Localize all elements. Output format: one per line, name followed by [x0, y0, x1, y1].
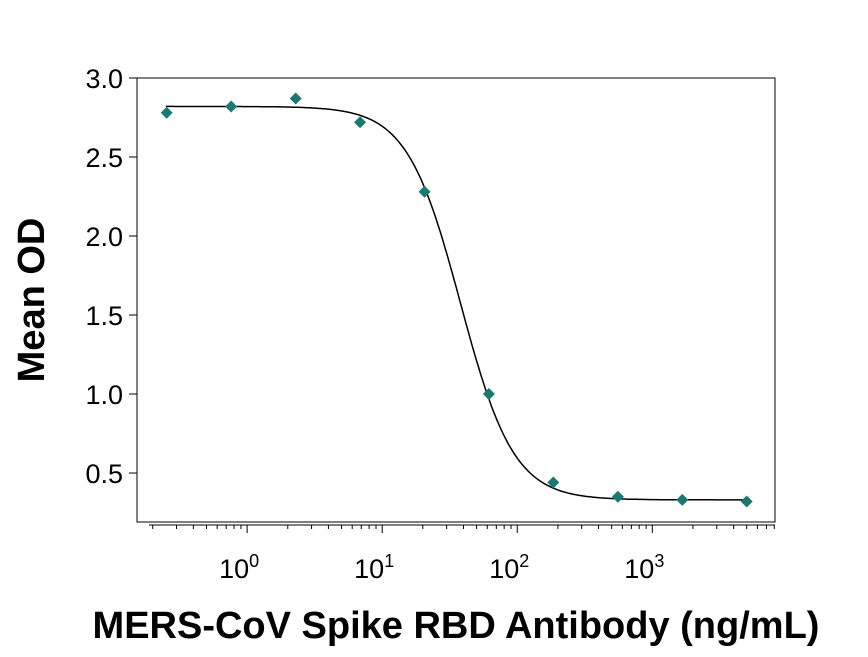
y-tick-label: 2.0 [85, 222, 123, 252]
x-axis: 100 101 102 103 [149, 524, 775, 584]
data-point [418, 185, 431, 198]
x-tick-label: 102 [489, 551, 529, 584]
data-point [354, 116, 367, 129]
plot-frame [136, 77, 776, 523]
y-tick-label: 2.5 [85, 143, 123, 173]
y-axis: 0.5 1.0 1.5 2.0 2.5 3.0 [85, 64, 137, 489]
y-tick-label: 1.5 [85, 301, 123, 331]
fit-curve [165, 105, 747, 501]
y-axis-label: Mean OD [11, 218, 53, 383]
y-tick-label: 1.0 [85, 380, 123, 410]
x-tick-label: 100 [219, 551, 259, 584]
y-tick-label: 3.0 [85, 64, 123, 94]
data-point [225, 100, 238, 113]
x-axis-label: MERS-CoV Spike RBD Antibody (ng/mL) [93, 605, 820, 647]
data-points [160, 92, 753, 508]
x-tick-label: 103 [624, 551, 664, 584]
data-point [547, 476, 560, 489]
data-point [482, 388, 495, 401]
y-tick-label: 0.5 [85, 459, 123, 489]
data-point [676, 493, 689, 506]
data-point [611, 490, 624, 503]
data-point [289, 92, 302, 105]
x-tick-label: 101 [354, 551, 394, 584]
data-point [160, 106, 173, 119]
data-point [740, 495, 753, 508]
